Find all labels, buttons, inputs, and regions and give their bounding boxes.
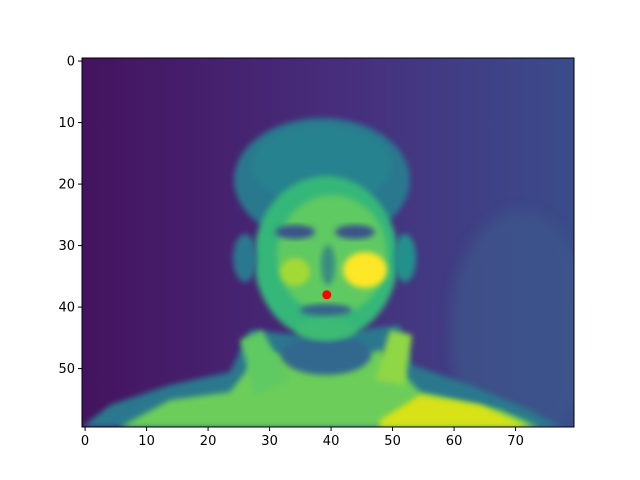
x-tick-label: 60 [446, 434, 463, 449]
x-tick-label: 40 [323, 434, 340, 449]
y-axis: 0 10 20 30 40 50 [58, 55, 82, 377]
x-tick-label: 70 [507, 434, 524, 449]
x-tick-label: 20 [200, 434, 217, 449]
x-tick-label: 50 [384, 434, 401, 449]
y-tick-label: 30 [58, 239, 75, 254]
marker-point [322, 290, 332, 300]
y-tick-label: 20 [58, 178, 75, 193]
y-tick-label: 40 [58, 301, 75, 316]
y-tick-label: 0 [67, 55, 75, 70]
plot-area [81, 57, 575, 428]
heatmap-image [82, 118, 574, 427]
plot-frame [81, 57, 575, 428]
x-tick-label: 10 [138, 434, 155, 449]
x-axis: 0 10 20 30 40 50 60 70 [81, 427, 524, 449]
x-tick-label: 0 [81, 434, 89, 449]
y-tick-label: 10 [58, 116, 75, 131]
y-tick-label: 50 [58, 362, 75, 377]
x-tick-label: 30 [261, 434, 278, 449]
